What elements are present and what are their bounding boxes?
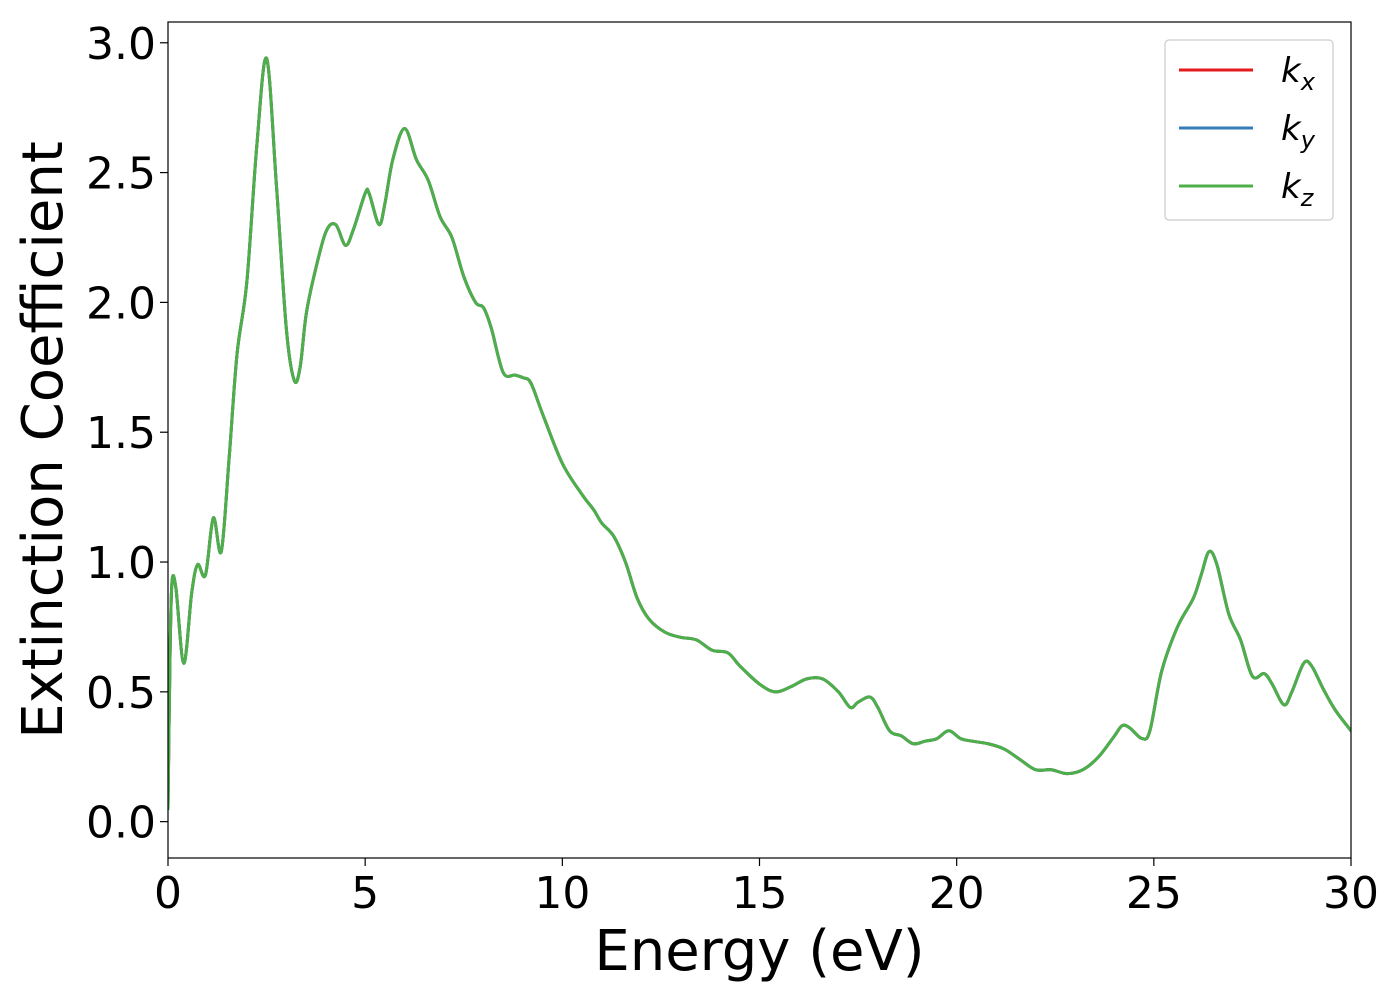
y-tick-label: 2.0 — [86, 278, 156, 329]
series-layer — [168, 56, 1351, 811]
x-axis-ticks: 0 5 10 15 20 25 30 — [154, 858, 1379, 919]
y-tick-label: 3.0 — [86, 19, 156, 70]
x-tick-label: 30 — [1323, 868, 1379, 919]
x-tick-label: 5 — [351, 868, 379, 919]
legend-label-x: kx — [1281, 51, 1316, 96]
y-axis-ticks: 0.0 0.5 1.0 1.5 2.0 2.5 3.0 — [86, 19, 168, 849]
y-tick-label: 1.5 — [86, 408, 156, 459]
legend-label-y: ky — [1281, 109, 1316, 154]
y-tick-label: 0.0 — [86, 798, 156, 849]
y-axis-title: Extinction Coefficient — [11, 141, 76, 739]
x-tick-label: 25 — [1126, 868, 1182, 919]
series-line-z — [168, 56, 1351, 811]
legend-box — [1164, 39, 1334, 221]
x-tick-label: 0 — [154, 868, 182, 919]
y-tick-label: 2.5 — [86, 149, 156, 200]
x-tick-label: 10 — [534, 868, 590, 919]
legend-label-z: kz — [1281, 167, 1315, 212]
legend: kx ky kz — [1164, 39, 1334, 221]
y-tick-label: 0.5 — [86, 668, 156, 719]
y-tick-label: 1.0 — [86, 538, 156, 589]
x-tick-label: 15 — [732, 868, 788, 919]
x-axis-title: Energy (eV) — [594, 919, 924, 984]
x-tick-label: 20 — [929, 868, 985, 919]
